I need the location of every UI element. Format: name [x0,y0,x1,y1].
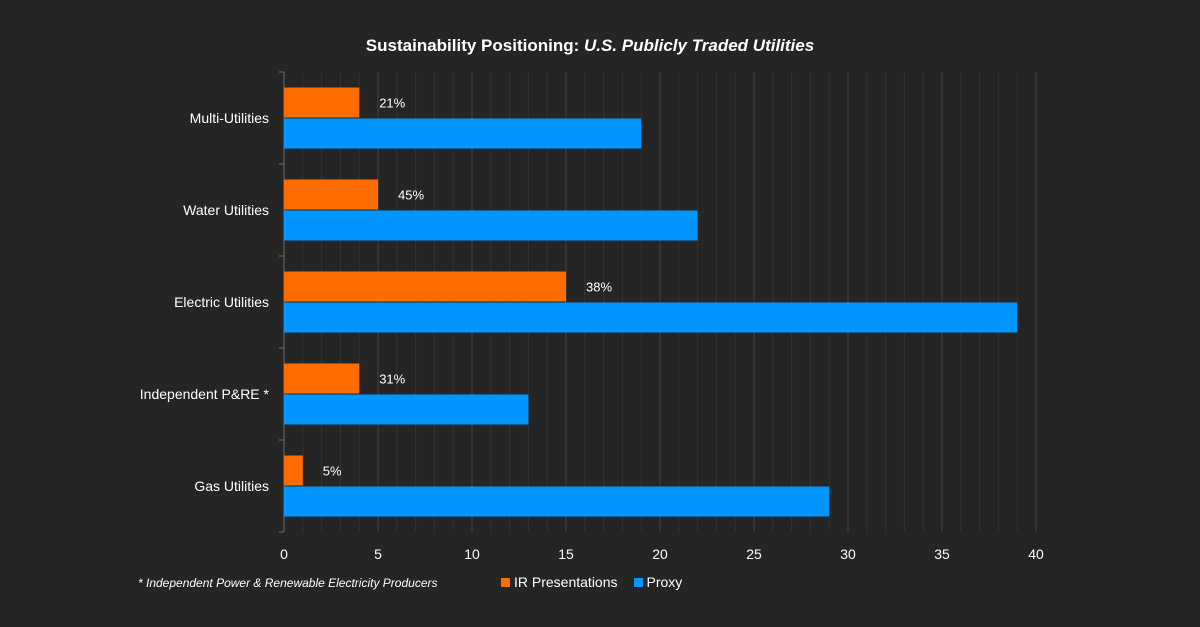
x-tick-label: 10 [464,546,480,562]
legend-label-proxy: Proxy [646,574,683,590]
x-tick-label: 25 [746,546,762,562]
legend-swatch-ir [501,577,510,587]
chart-title-italic: U.S. Publicly Traded Utilities [584,36,815,55]
category-label: Water Utilities [183,202,269,218]
bar-ir-presentations [284,271,566,302]
x-tick-label: 5 [374,546,382,562]
category-label: Independent P&RE * [140,386,270,402]
bar-ir-presentations [284,87,360,118]
x-tick-label: 30 [840,546,856,562]
chart-title: Sustainability Positioning: U.S. Publicl… [0,36,1180,56]
x-tick-label: 0 [280,546,288,562]
bar-ir-presentations [284,455,303,486]
x-tick-label: 20 [652,546,668,562]
category-label: Multi-Utilities [190,110,269,126]
data-label: 31% [379,372,405,387]
bar-proxy [284,210,698,241]
chart-title-main: Sustainability Positioning: [365,36,580,55]
legend-item-ir: IR Presentations [501,574,618,590]
x-tick-label: 15 [558,546,574,562]
data-label: 45% [398,188,424,203]
legend: IR Presentations Proxy [501,574,698,590]
x-tick-label: 35 [934,546,950,562]
bar-proxy [284,302,1018,333]
legend-label-ir: IR Presentations [514,574,618,590]
legend-item-proxy: Proxy [633,574,683,590]
data-label: 38% [586,280,612,295]
category-label: Gas Utilities [194,478,269,494]
bar-proxy [284,486,830,517]
x-tick-label: 40 [1028,546,1044,562]
bar-proxy [284,118,642,149]
data-label: 5% [323,464,342,479]
bar-ir-presentations [284,179,378,210]
category-label: Electric Utilities [174,294,269,310]
footnote: * Independent Power & Renewable Electric… [138,576,438,590]
data-label: 21% [379,96,405,111]
bar-proxy [284,394,529,425]
bar-ir-presentations [284,363,360,394]
legend-swatch-proxy [633,577,643,587]
